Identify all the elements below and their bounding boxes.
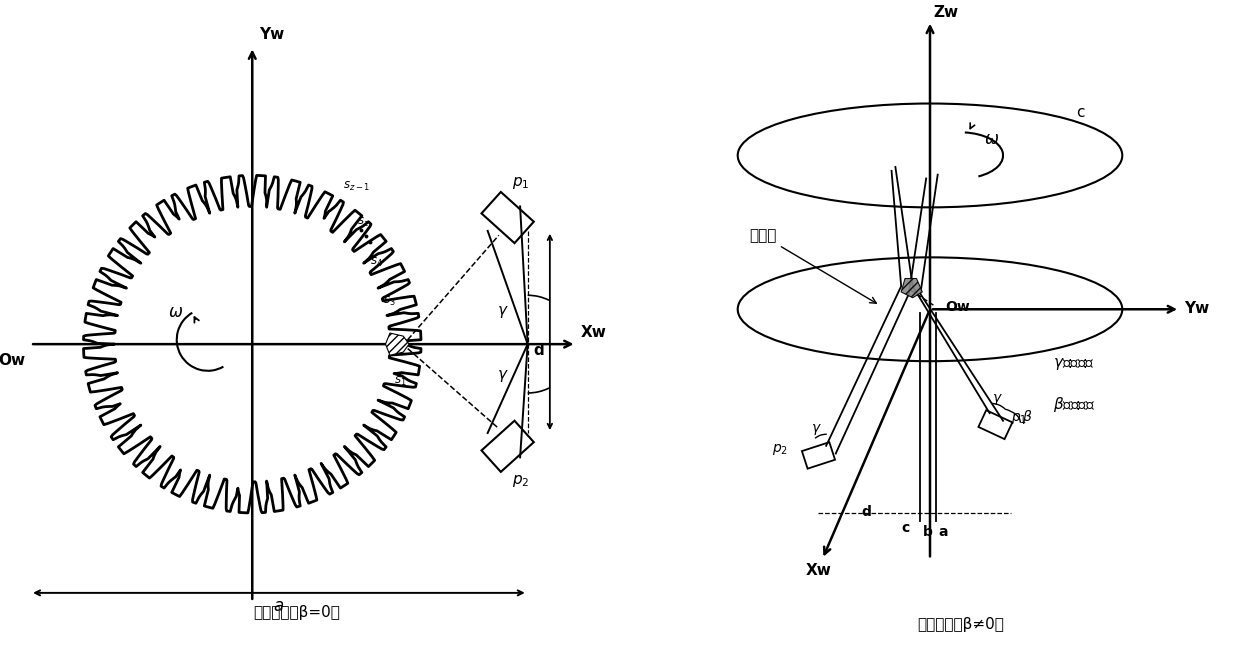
Text: 斜齿测量（β≠0）: 斜齿测量（β≠0） — [918, 618, 1004, 632]
Text: $\gamma$: $\gamma$ — [496, 304, 508, 320]
Text: Ow: Ow — [945, 300, 970, 314]
Text: Yw: Yw — [259, 27, 284, 42]
Text: $\omega$: $\omega$ — [167, 304, 184, 321]
Text: a: a — [274, 597, 284, 615]
Text: $p_1$: $p_1$ — [512, 175, 529, 191]
Text: Zw: Zw — [934, 5, 959, 20]
Text: $p_2$: $p_2$ — [512, 473, 529, 489]
Text: d: d — [533, 343, 543, 358]
Text: c: c — [901, 521, 909, 535]
Text: $s_4$: $s_4$ — [370, 256, 383, 269]
Text: $s_1$: $s_1$ — [394, 375, 407, 388]
Text: c: c — [1076, 105, 1085, 120]
Text: 直齿测量（β=0）: 直齿测量（β=0） — [253, 604, 340, 620]
Text: $p_1$: $p_1$ — [1011, 411, 1027, 426]
Polygon shape — [386, 333, 409, 355]
Text: Ow: Ow — [0, 353, 26, 368]
Text: $\gamma$：偏置角: $\gamma$：偏置角 — [1053, 356, 1095, 372]
Text: $\omega$: $\omega$ — [983, 130, 999, 148]
Text: $s_z$: $s_z$ — [357, 215, 370, 229]
Text: $s_{z-1}$: $s_{z-1}$ — [343, 180, 371, 193]
Text: $s_3$: $s_3$ — [383, 296, 396, 309]
Text: d: d — [862, 505, 872, 520]
Text: 法平面: 法平面 — [749, 228, 877, 304]
Text: b: b — [923, 525, 932, 539]
Text: Xw: Xw — [806, 562, 831, 578]
Text: a: a — [939, 525, 949, 539]
Text: Xw: Xw — [582, 325, 606, 340]
Text: Yw: Yw — [1184, 301, 1209, 316]
Text: $\gamma$: $\gamma$ — [496, 368, 508, 384]
Text: $\gamma$: $\gamma$ — [992, 392, 1002, 407]
Polygon shape — [901, 279, 923, 298]
Text: $\beta$: $\beta$ — [1022, 408, 1033, 426]
Text: $s_2$: $s_2$ — [394, 335, 407, 348]
Text: $\gamma$: $\gamma$ — [811, 422, 822, 438]
Text: $\beta$：安装角: $\beta$：安装角 — [1053, 396, 1096, 415]
Text: $p_2$: $p_2$ — [773, 442, 789, 457]
